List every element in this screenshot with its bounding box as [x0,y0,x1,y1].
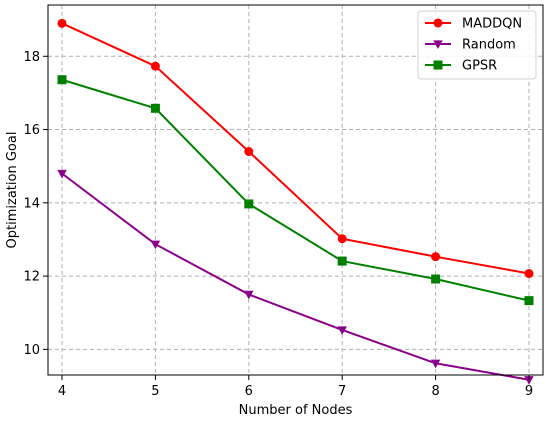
data-point-maddqn [244,147,254,157]
data-point-gpsr [150,103,160,113]
legend-box [417,10,537,80]
legend-marker-maddqn [433,18,443,28]
plot-frame [47,4,544,376]
data-point-random [524,376,534,385]
legend-marker-random [433,40,443,49]
x-axis: 4 5 6 7 8 9 [58,375,533,399]
legend-item-maddqn: MADDQN [425,17,522,32]
legend-item-gpsr: GPSR [425,59,497,74]
data-point-gpsr [337,256,347,266]
x-tick-label: 9 [525,384,533,399]
series-line-gpsr [61,78,530,302]
data-point-maddqn [150,61,160,71]
data-point-maddqn [431,252,441,262]
grid-lines [48,5,543,375]
x-axis-label: Number of Nodes [239,403,353,418]
data-point-gpsr [524,296,534,306]
x-tick-label: 6 [245,384,253,399]
data-point-gpsr [244,199,254,209]
series-line-random [61,172,530,381]
legend-label-maddqn: MADDQN [462,17,522,32]
legend-label-random: Random [462,38,516,53]
data-point-random [150,240,161,250]
data-point-gpsr [431,274,441,284]
x-tick-label: 7 [338,384,346,399]
y-tick-label: 10 [23,343,40,358]
series-layer [57,18,534,385]
data-point-random [57,169,67,179]
x-tick-label: 8 [431,384,439,399]
series-random [57,169,534,385]
legend-item-random: Random [425,38,516,53]
data-point-maddqn [57,18,67,28]
series-gpsr [57,75,534,306]
data-point-gpsr [57,75,67,85]
data-point-random [337,326,347,335]
y-tick-label: 12 [23,270,40,285]
series-maddqn [57,18,534,279]
legend: MADDQN Random GPSR [417,10,537,80]
legend-label-gpsr: GPSR [462,59,497,74]
y-tick-label: 14 [23,196,40,211]
y-axis-label: Optimization Goal [5,132,20,249]
y-tick-label: 18 [23,50,40,65]
data-point-maddqn [524,269,534,279]
y-axis: 10 12 14 16 18 [23,50,48,358]
data-point-maddqn [337,234,347,244]
data-point-random [244,290,254,300]
y-tick-label: 16 [23,123,40,138]
x-tick-label: 5 [151,384,159,399]
series-line-maddqn [61,22,530,275]
x-tick-label: 4 [58,384,66,399]
legend-marker-gpsr [433,60,443,70]
data-point-random [430,359,441,369]
